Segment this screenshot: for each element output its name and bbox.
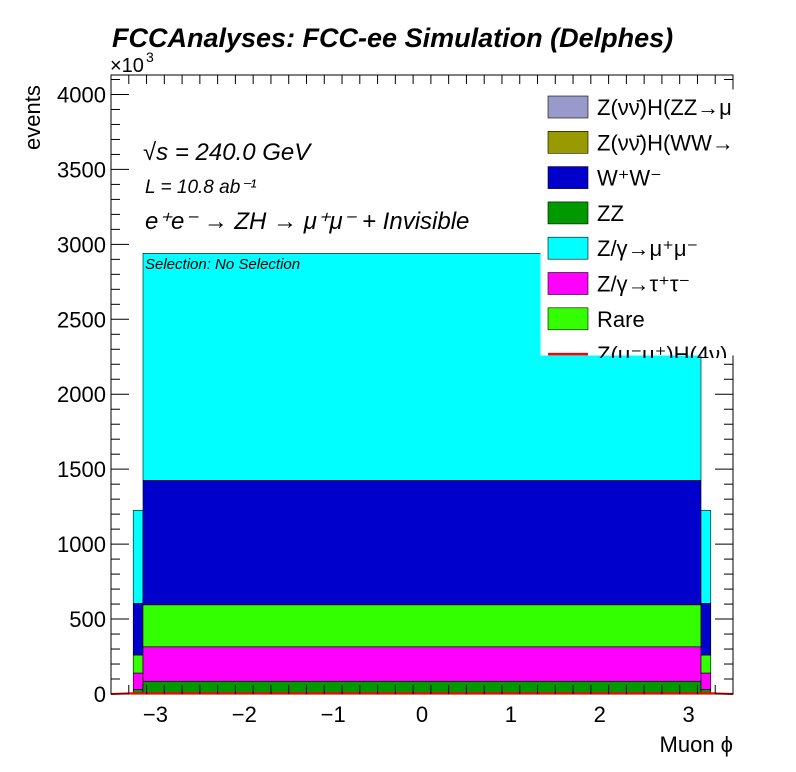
legend-label: Z/γ→τ⁺τ⁻ bbox=[597, 272, 690, 297]
chart-title: FCCAnalyses: FCC-ee Simulation (Delphes) bbox=[112, 23, 673, 53]
legend-swatch bbox=[547, 131, 589, 154]
x-tick-label: 1 bbox=[505, 702, 517, 727]
lumi-label: L = 10.8 ab⁻¹ bbox=[145, 177, 257, 198]
legend-swatch bbox=[547, 272, 589, 295]
x-tick-label: −2 bbox=[232, 702, 257, 727]
y-tick-label: 2000 bbox=[57, 382, 106, 407]
legend-swatch bbox=[547, 307, 589, 331]
bar-z--bin-1 bbox=[142, 646, 702, 682]
bar-zz-bin-1 bbox=[142, 680, 702, 695]
sqrt-s-label: √s = 240.0 GeV bbox=[143, 139, 312, 166]
bar-z--bin-2 bbox=[700, 510, 712, 604]
bar-w-w--bin-1 bbox=[142, 480, 702, 606]
legend-label: ZZ bbox=[597, 201, 624, 226]
legend-swatch bbox=[547, 236, 589, 260]
legend-entries: Z(νν̄)H(ZZ→μ⁺μ⁻ν⁺ν⁻) Z(νν̄)H(WW→μ⁺νμ⁻ν) W⁺… bbox=[547, 95, 796, 367]
y-tick-label: 4000 bbox=[57, 82, 106, 107]
legend-label: Rare bbox=[597, 307, 645, 332]
y-tick-label: 0 bbox=[94, 682, 106, 707]
x-axis-title: Muon ϕ bbox=[660, 732, 733, 757]
bar-rare-bin-0 bbox=[132, 654, 144, 674]
legend-label: Z(νν̄)H(WW→μ⁺νμ⁻ν) bbox=[597, 130, 796, 155]
x-tick-label: 0 bbox=[416, 702, 428, 727]
x-tick-label: 2 bbox=[594, 702, 606, 727]
bar-z--bin-0 bbox=[132, 510, 144, 604]
y-axis-multiplier: ×10 3 bbox=[110, 49, 154, 77]
histogram-bars bbox=[132, 253, 712, 695]
y-tick-label: 1500 bbox=[57, 457, 106, 482]
signal-line bbox=[110, 692, 734, 695]
y-tick-label: 2500 bbox=[57, 307, 106, 332]
legend-label: Z(νν̄)H(ZZ→μ⁺μ⁻ν⁺ν⁻) bbox=[597, 95, 796, 120]
y-multiplier-exp: 3 bbox=[146, 49, 154, 65]
y-tick-label: 3000 bbox=[57, 232, 106, 257]
signal-step-line bbox=[110, 692, 734, 695]
y-tick-label: 3500 bbox=[57, 157, 106, 182]
y-tick-label: 1000 bbox=[57, 532, 106, 557]
bar-w-w--bin-2 bbox=[700, 603, 712, 656]
process-label: e⁺e⁻ → ZH → μ⁺μ⁻ + Invisible bbox=[145, 208, 469, 235]
bar-rare-bin-1 bbox=[142, 604, 702, 648]
x-tick-label: −1 bbox=[321, 702, 346, 727]
legend-label: Z/γ→μ⁺μ⁻ bbox=[597, 236, 698, 261]
bar-z--bin-0 bbox=[132, 672, 144, 690]
bar-rare-bin-2 bbox=[700, 654, 712, 674]
legend: Z(νν̄)H(ZZ→μ⁺μ⁻ν⁺ν⁻) Z(νν̄)H(WW→μ⁺νμ⁻ν) W⁺… bbox=[540, 89, 796, 367]
x-tick-label: 3 bbox=[682, 702, 694, 727]
y-tick-label: 500 bbox=[69, 607, 106, 632]
bar-w-w--bin-0 bbox=[132, 603, 144, 656]
y-axis-title: events bbox=[20, 85, 45, 150]
y-multiplier-base: ×10 bbox=[110, 55, 144, 77]
bar-z--bin-2 bbox=[700, 672, 712, 690]
legend-swatch bbox=[547, 95, 589, 119]
legend-swatch bbox=[547, 166, 589, 189]
selection-label: Selection: No Selection bbox=[145, 256, 300, 273]
legend-label: Z(μ⁻μ⁺)H(4ν) bbox=[597, 342, 727, 367]
x-axis-ticks: −3 −2 −1 0 1 2 3 bbox=[110, 75, 734, 727]
legend-label: W⁺W⁻ bbox=[597, 166, 662, 191]
x-tick-label: −3 bbox=[143, 702, 168, 727]
legend-swatch bbox=[547, 201, 589, 225]
